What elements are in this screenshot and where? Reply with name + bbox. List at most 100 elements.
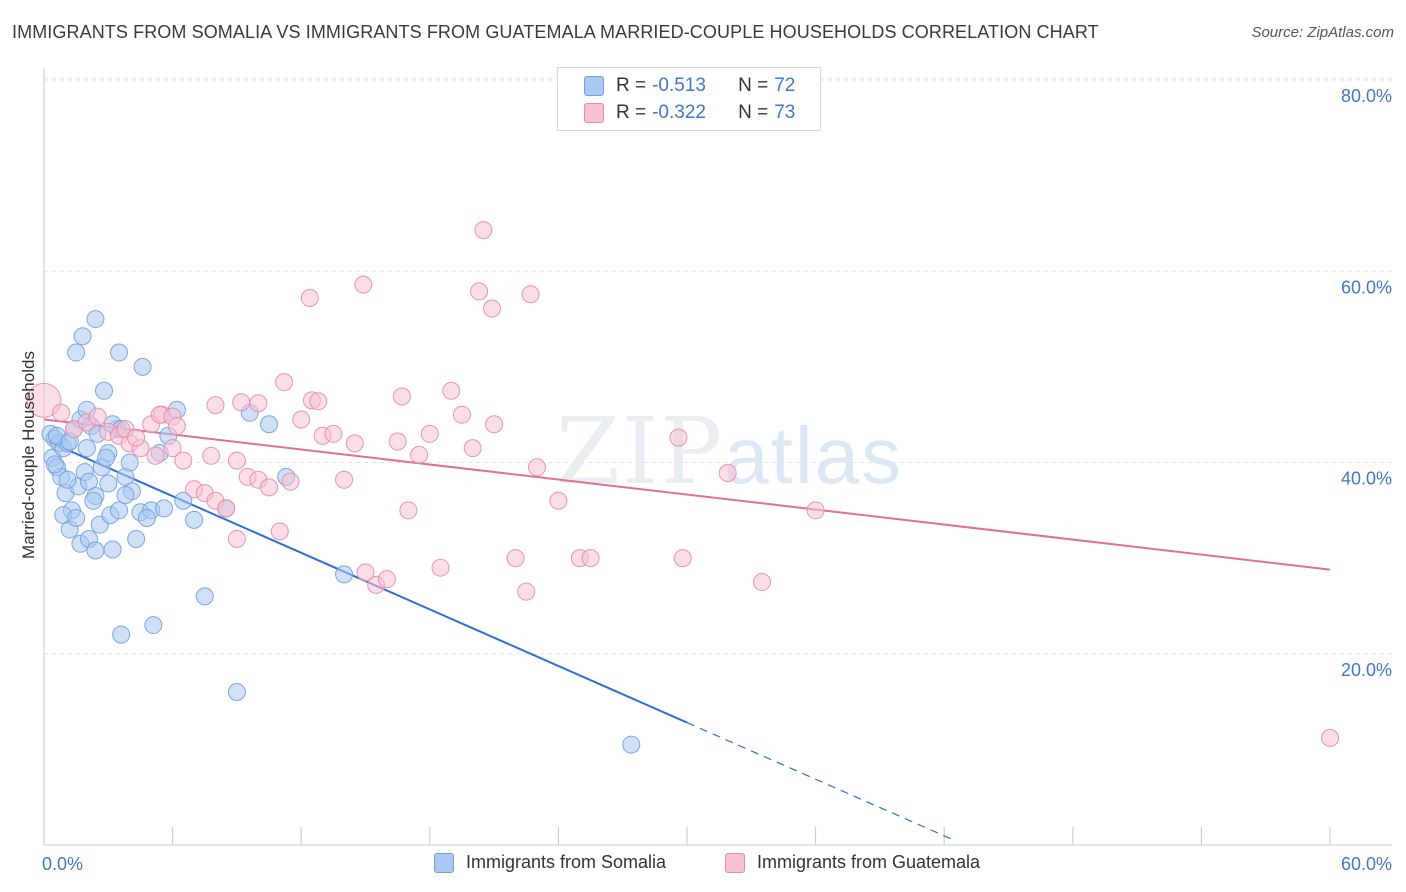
y-tick-label: 20.0% xyxy=(1341,660,1392,680)
bottom-legend-swatch-somalia xyxy=(434,852,454,873)
somalia-point xyxy=(144,616,163,635)
guatemala-point xyxy=(581,549,600,568)
guatemala-point xyxy=(673,549,692,568)
r-value: -0.513 xyxy=(652,75,706,96)
guatemala-point xyxy=(431,558,450,577)
n-label: N = xyxy=(738,75,769,96)
guatemala-point xyxy=(410,445,429,464)
somalia-trend-line xyxy=(47,440,688,724)
somalia-point xyxy=(67,508,86,527)
guatemala-point xyxy=(718,464,737,483)
n-value: 73 xyxy=(774,102,796,123)
guatemala-point xyxy=(227,451,246,470)
somalia-point xyxy=(86,310,105,329)
n-label: N = xyxy=(738,102,769,123)
guatemala-point xyxy=(420,424,439,443)
guatemala-point xyxy=(146,446,165,465)
guatemala-point xyxy=(354,275,373,294)
watermark: ZIPatlas xyxy=(556,398,903,505)
somalia-point xyxy=(103,540,122,559)
somalia-point xyxy=(45,455,64,474)
somalia-point xyxy=(120,453,139,472)
guatemala-point xyxy=(275,373,294,392)
somalia-point xyxy=(185,510,204,529)
somalia-point xyxy=(84,491,103,510)
somalia-point xyxy=(116,486,135,505)
guatemala-point xyxy=(227,530,246,548)
guatemala-point xyxy=(356,563,375,582)
guatemala-point xyxy=(549,491,568,510)
somalia-point xyxy=(97,448,116,467)
bottom-legend-swatch-guatemala xyxy=(725,852,745,873)
guatemala-point xyxy=(232,393,251,412)
guatemala-trend-line xyxy=(43,418,1331,571)
guatemala-point xyxy=(669,428,688,447)
watermark-zip: ZIP xyxy=(556,398,725,505)
guatemala-point xyxy=(463,439,482,458)
somalia-point xyxy=(73,327,92,346)
legend-swatch-somalia xyxy=(584,76,604,96)
guatemala-point xyxy=(52,403,71,422)
guatemala-point xyxy=(270,522,289,541)
guatemala-point xyxy=(399,501,418,520)
guatemala-point xyxy=(26,382,62,418)
legend-swatch-guatemala xyxy=(584,103,604,123)
somalia-trend-extension xyxy=(686,722,956,842)
somalia-point xyxy=(95,381,114,400)
guatemala-point xyxy=(392,387,411,406)
r-label: R = xyxy=(616,75,647,96)
n-value: 72 xyxy=(774,75,796,96)
guatemala-point xyxy=(527,458,546,477)
bottom-legend-guatemala: Immigrants from Guatemala xyxy=(725,852,980,873)
somalia-point xyxy=(112,625,131,644)
guatemala-point xyxy=(163,439,182,458)
x-tick-label-min: 0.0% xyxy=(42,854,83,874)
y-tick-label: 40.0% xyxy=(1341,469,1392,489)
bottom-legend-label-guatemala: Immigrants from Guatemala xyxy=(757,852,981,872)
guatemala-point xyxy=(300,289,319,308)
guatemala-point xyxy=(388,432,407,451)
guatemala-point xyxy=(281,472,300,491)
guatemala-point xyxy=(202,446,221,465)
somalia-point xyxy=(133,357,152,376)
somalia-point xyxy=(58,470,77,489)
somalia-point xyxy=(335,565,354,584)
bottom-legend-somalia: Immigrants from Somalia xyxy=(434,852,666,873)
guatemala-point xyxy=(292,410,311,429)
guatemala-point xyxy=(335,470,354,489)
somalia-point xyxy=(195,587,214,606)
guatemala-point xyxy=(474,221,493,240)
legend-row-somalia: R = -0.513 N = 72 xyxy=(584,74,795,98)
guatemala-point xyxy=(517,582,536,601)
chart-title: IMMIGRANTS FROM SOMALIA VS IMMIGRANTS FR… xyxy=(12,22,1099,42)
source-label: Source: ZipAtlas.com xyxy=(1251,24,1394,41)
guatemala-point xyxy=(249,394,268,413)
y-tick-label: 60.0% xyxy=(1341,277,1392,297)
watermark-atlas: atlas xyxy=(724,411,904,500)
r-value: -0.322 xyxy=(652,102,706,123)
correlation-legend: R = -0.513 N = 72 R = -0.322 N = 73 xyxy=(557,67,821,131)
trend-lines xyxy=(43,418,1331,842)
somalia-point xyxy=(622,735,641,754)
bottom-legend-label-somalia: Immigrants from Somalia xyxy=(466,852,667,872)
tick-labels: 20.0% 40.0% 60.0% 80.0% 0.0% 60.0% xyxy=(42,86,1392,874)
guatemala-point xyxy=(260,478,279,497)
guatemala-point xyxy=(470,282,489,301)
guatemala-point xyxy=(345,434,364,453)
somalia-point xyxy=(110,501,129,520)
grid-lines xyxy=(44,77,1392,655)
somalia-point xyxy=(77,439,96,458)
guatemala-point xyxy=(127,428,146,447)
guatemala-point xyxy=(88,407,107,426)
guatemala-point xyxy=(167,417,186,436)
guatemala-point xyxy=(442,381,461,400)
guatemala-point xyxy=(482,299,501,318)
guatemala-point xyxy=(206,396,225,415)
guatemala-point xyxy=(324,424,343,443)
somalia-point xyxy=(227,683,246,701)
guatemala-point xyxy=(485,415,504,434)
somalia-point xyxy=(260,415,279,434)
guatemala-point xyxy=(806,501,825,520)
somalia-point xyxy=(110,343,129,362)
